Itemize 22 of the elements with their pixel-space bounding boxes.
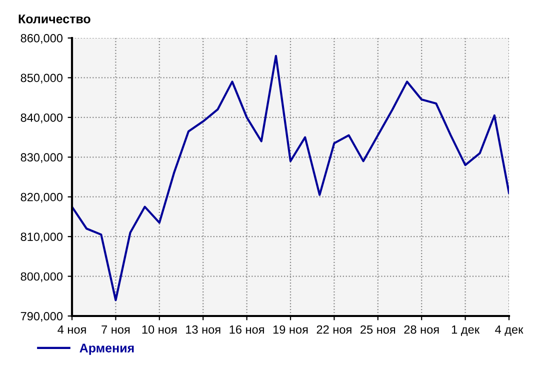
x-tick-label: 4 дек: [495, 325, 524, 336]
x-tick-label: 13 ноя: [186, 325, 220, 334]
x-tick-label: 7 ноя: [102, 325, 130, 334]
x-tick-label: 22 ноя: [316, 325, 352, 334]
x-tick-label: 10 ноя: [142, 325, 177, 334]
legend-label: Армения: [80, 344, 134, 355]
y-tick-label: 860,000: [20, 34, 63, 44]
y-tick-label: 850,000: [20, 74, 63, 84]
y-tick-label: 840,000: [20, 113, 63, 124]
y-tick-label: 820,000: [20, 192, 63, 203]
y-axis-title: Количество: [18, 14, 90, 24]
x-tick-label: 1 дек: [452, 325, 480, 336]
x-tick-label: 4 ноя: [58, 325, 86, 334]
x-tick-label: 25 ноя: [360, 325, 396, 334]
x-tick-label: 28 ноя: [404, 325, 439, 334]
y-tick-label: 830,000: [20, 153, 63, 163]
x-tick-label: 16 ноя: [230, 325, 264, 334]
line-series: [72, 54, 509, 302]
y-tick-label: 810,000: [20, 232, 63, 242]
y-tick-label: 800,000: [20, 272, 63, 282]
x-tick-label: 19 ноя: [273, 325, 308, 334]
y-tick-label: 790,000: [20, 312, 63, 322]
